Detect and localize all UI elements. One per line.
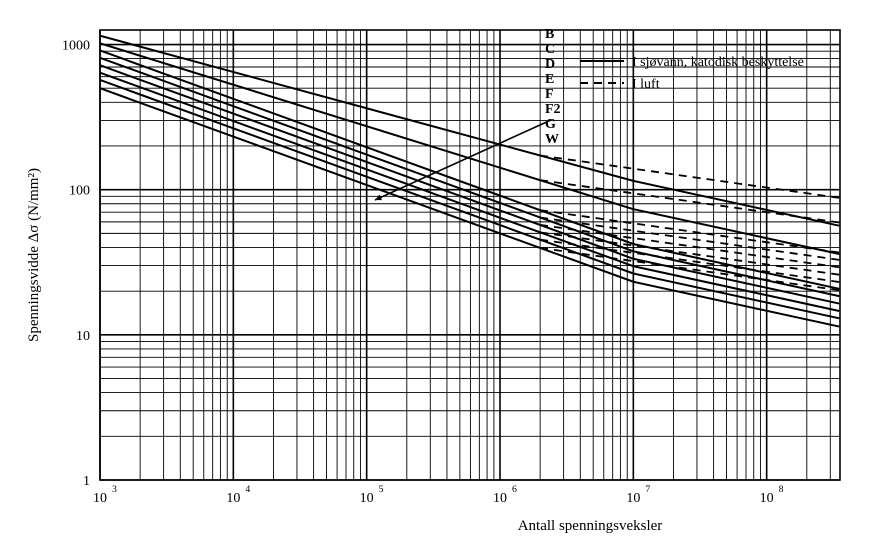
y-tick: 1000 xyxy=(62,39,90,54)
series-label-G: G xyxy=(545,117,556,132)
y-axis-label: Spenningsvidde Δσ (N/mm²) xyxy=(26,168,42,342)
chart-svg: 1031041051061071081101001000Antall spenn… xyxy=(0,0,876,556)
svg-text:8: 8 xyxy=(779,484,784,495)
svg-text:10: 10 xyxy=(93,491,107,506)
svg-text:10: 10 xyxy=(760,491,774,506)
series-label-W: W xyxy=(545,132,559,147)
series-label-C: C xyxy=(545,42,555,57)
svg-text:3: 3 xyxy=(112,484,117,495)
series-label-B: B xyxy=(545,27,554,42)
svg-text:6: 6 xyxy=(512,484,517,495)
y-tick: 10 xyxy=(76,329,90,344)
svg-text:5: 5 xyxy=(379,484,384,495)
svg-text:10: 10 xyxy=(626,491,640,506)
svg-text:4: 4 xyxy=(245,484,250,495)
series-label-D: D xyxy=(545,57,555,72)
sn-curve-chart: 1031041051061071081101001000Antall spenn… xyxy=(0,0,876,556)
series-label-F2: F2 xyxy=(545,102,561,117)
svg-text:10: 10 xyxy=(493,491,507,506)
x-axis-label: Antall spenningsveksler xyxy=(518,518,663,534)
y-tick: 100 xyxy=(69,184,90,199)
svg-text:10: 10 xyxy=(226,491,240,506)
series-label-E: E xyxy=(545,72,554,87)
svg-text:10: 10 xyxy=(360,491,374,506)
series-label-F: F xyxy=(545,87,554,102)
svg-text:7: 7 xyxy=(645,484,650,495)
legend-label-dashed: I luft xyxy=(632,77,660,92)
y-tick: 1 xyxy=(83,474,90,489)
legend-label-solid: I sjøvann, katodisk beskyttelse xyxy=(632,55,804,70)
